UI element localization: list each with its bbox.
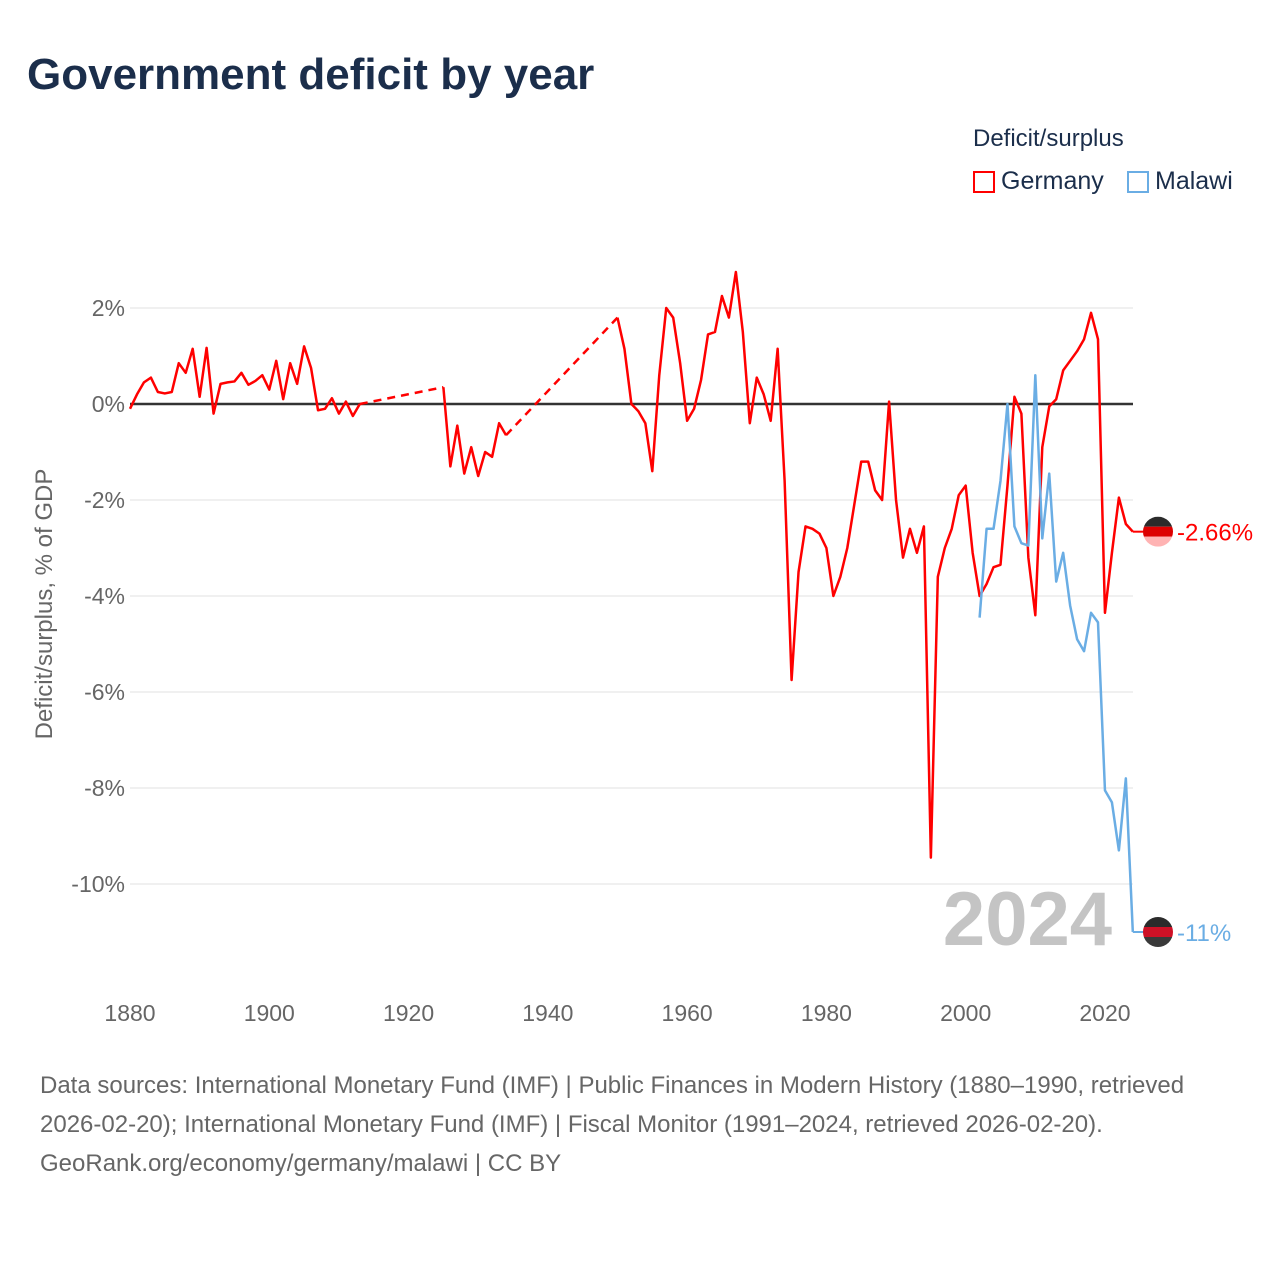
y-tick-label: -8% xyxy=(84,775,125,801)
legend-label-malawi: Malawi xyxy=(1155,167,1233,195)
germany-gap-segment xyxy=(359,385,444,406)
x-tick-label: 1880 xyxy=(104,1000,155,1026)
malawi-end-label: -11% xyxy=(1177,920,1231,947)
sources: Data sources: International Monetary Fun… xyxy=(40,1066,1240,1183)
y-tick-label: 0% xyxy=(92,391,125,417)
x-tick-label: 1900 xyxy=(244,1000,295,1026)
x-tick-label: 1940 xyxy=(522,1000,573,1026)
y-tick-label: -2% xyxy=(84,487,125,513)
malawi-line xyxy=(978,373,1135,933)
malawi-flag-icon xyxy=(1143,917,1173,947)
y-tick-label: -4% xyxy=(84,583,125,609)
x-tick-label: 2000 xyxy=(940,1000,991,1026)
y-axis-label: Deficit/surplus, % of GDP xyxy=(31,469,58,740)
legend-swatch-malawi xyxy=(1127,170,1149,193)
chart-title: Government deficit by year xyxy=(27,50,595,99)
credit-link[interactable]: GeoRank.org/economy/germany/malawi | CC … xyxy=(40,1150,562,1177)
year-watermark: 2024 xyxy=(943,877,1112,962)
y-tick-label: 2% xyxy=(92,295,125,321)
x-tick-label: 1960 xyxy=(662,1000,713,1026)
legend-item-germany[interactable]: Germany xyxy=(973,167,1104,196)
y-tick-label: -6% xyxy=(84,679,125,705)
germany-gap-segment xyxy=(505,316,619,437)
germany-end-label: -2.66% xyxy=(1177,520,1253,547)
x-tick-label: 1920 xyxy=(383,1000,434,1026)
x-tick-label: 2020 xyxy=(1079,1000,1130,1026)
legend-item-malawi[interactable]: Malawi xyxy=(1127,167,1233,196)
legend-title: Deficit/surplus xyxy=(973,125,1124,152)
legend-label-germany: Germany xyxy=(1001,167,1104,195)
germany-flag-icon xyxy=(1143,516,1173,547)
legend-swatch-germany xyxy=(973,170,995,193)
y-tick-label: -10% xyxy=(71,871,125,897)
x-tick-label: 1980 xyxy=(801,1000,852,1026)
data-sources-text: Data sources: International Monetary Fun… xyxy=(40,1072,1185,1138)
germany-line xyxy=(128,270,1134,859)
